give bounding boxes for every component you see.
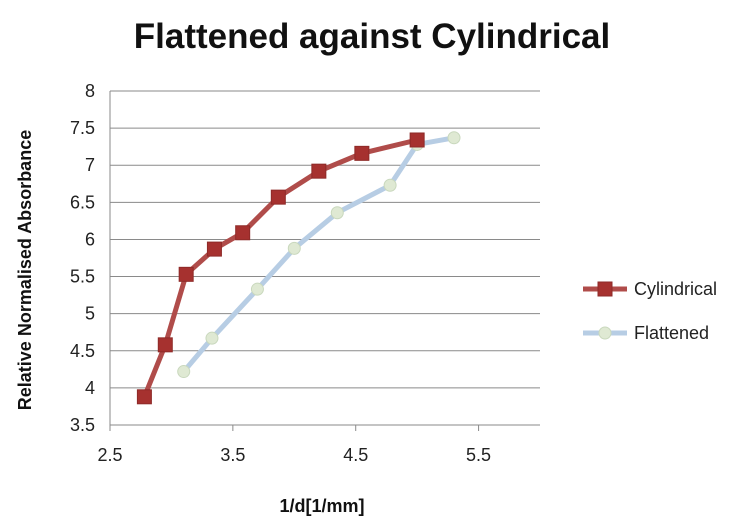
series-layer	[136, 131, 461, 405]
x-tick-label: 4.5	[343, 445, 368, 465]
legend-item-cylindrical: Cylindrical	[583, 279, 717, 299]
x-tick-label: 3.5	[220, 445, 245, 465]
y-tick-label: 4.5	[70, 341, 95, 361]
data-point-flattened	[177, 365, 191, 379]
data-point-cylindrical	[136, 389, 152, 405]
y-tick-label: 4	[85, 378, 95, 398]
data-point-cylindrical	[206, 241, 222, 257]
legend-label-cylindrical: Cylindrical	[634, 279, 717, 299]
legend-marker-flattened	[598, 326, 612, 340]
y-tick-label: 8	[85, 81, 95, 101]
y-tick-label: 6.5	[70, 192, 95, 212]
y-tick-label: 7.5	[70, 118, 95, 138]
x-axis-label: 1/d[1/mm]	[279, 496, 364, 516]
y-axis-label: Relative Normalised Absorbance	[15, 130, 35, 410]
data-point-cylindrical	[157, 337, 173, 353]
x-tick-labels: 2.5 3.5 4.5 5.5	[97, 425, 491, 465]
grid-layer	[110, 90, 540, 389]
data-point-cylindrical	[409, 132, 425, 148]
data-point-flattened	[383, 178, 397, 192]
x-tick-label: 5.5	[466, 445, 491, 465]
series-flattened	[177, 131, 461, 379]
y-tick-label: 5	[85, 304, 95, 324]
y-tick-label: 7	[85, 155, 95, 175]
data-point-flattened	[250, 282, 264, 296]
legend-label-flattened: Flattened	[634, 323, 709, 343]
series-cylindrical	[136, 132, 425, 405]
data-point-cylindrical	[235, 225, 251, 241]
y-tick-label: 6	[85, 229, 95, 249]
legend: Cylindrical Flattened	[583, 279, 717, 343]
data-point-flattened	[287, 241, 301, 255]
data-point-flattened	[447, 131, 461, 145]
data-point-cylindrical	[311, 163, 327, 179]
data-point-flattened	[205, 331, 219, 345]
data-point-cylindrical	[354, 145, 370, 161]
y-tick-label: 3.5	[70, 415, 95, 435]
data-point-flattened	[330, 206, 344, 220]
x-tick-label: 2.5	[97, 445, 122, 465]
legend-item-flattened: Flattened	[583, 323, 709, 343]
y-tick-labels: 3.5 4 4.5 5 5.5 6 6.5 7 7.5 8	[70, 81, 95, 435]
y-tick-label: 5.5	[70, 267, 95, 287]
data-point-cylindrical	[178, 266, 194, 282]
data-point-cylindrical	[270, 189, 286, 205]
series-line-flattened	[181, 135, 457, 375]
legend-marker-cylindrical	[597, 281, 613, 297]
chart-title: Flattened against Cylindrical	[134, 17, 611, 56]
